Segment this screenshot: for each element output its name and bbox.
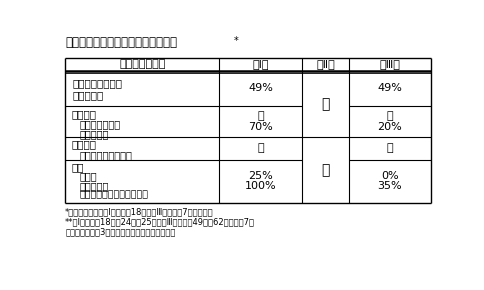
Text: 49%: 49% bbox=[378, 83, 402, 93]
Text: 第Ⅱ期: 第Ⅱ期 bbox=[316, 59, 335, 69]
Text: 祝儀提供者: 祝儀提供者 bbox=[79, 130, 108, 139]
Text: 100%: 100% bbox=[245, 181, 277, 191]
Text: 表３　小正月行事の伝承基盤の変化: 表３ 小正月行事の伝承基盤の変化 bbox=[65, 36, 177, 49]
Text: の、それぞれ3ヵ年の演者名簿を参考にした。: の、それぞれ3ヵ年の演者名簿を参考にした。 bbox=[65, 227, 176, 236]
Text: 門付け: 門付け bbox=[79, 171, 97, 182]
Text: 有: 有 bbox=[257, 143, 264, 153]
Text: 中: 中 bbox=[321, 97, 330, 111]
Text: 労力提供: 労力提供 bbox=[71, 139, 96, 150]
Text: 庭元（世話役）制度: 庭元（世話役）制度 bbox=[79, 150, 132, 160]
Text: 無: 無 bbox=[387, 111, 393, 121]
Text: 0%: 0% bbox=[381, 171, 399, 182]
Text: 「笠揃え」: 「笠揃え」 bbox=[79, 181, 108, 191]
Text: 25%: 25% bbox=[248, 171, 273, 182]
Text: 観客: 観客 bbox=[71, 162, 84, 172]
Text: **第Ⅰ期は昭和18年、24年、25年、第Ⅲ期は昭和49年、62年、平成7年: **第Ⅰ期は昭和18年、24年、25年、第Ⅲ期は昭和49年、62年、平成7年 bbox=[65, 217, 255, 226]
Text: 20%: 20% bbox=[378, 122, 402, 132]
Text: 第Ⅰ期: 第Ⅰ期 bbox=[253, 59, 269, 69]
Text: 各戸割当金制度: 各戸割当金制度 bbox=[79, 119, 120, 130]
Text: （田植踊りを楽しむ宴会）: （田植踊りを楽しむ宴会） bbox=[79, 191, 148, 200]
Text: 田植踊りの演者が: 田植踊りの演者が bbox=[73, 78, 123, 88]
Text: 70%: 70% bbox=[248, 122, 273, 132]
Text: 出ている家: 出ている家 bbox=[73, 90, 104, 100]
Text: 断: 断 bbox=[321, 163, 330, 177]
Text: 第Ⅲ期: 第Ⅲ期 bbox=[379, 59, 400, 69]
Text: 有: 有 bbox=[257, 111, 264, 121]
Text: 伝承基盤の内容: 伝承基盤の内容 bbox=[119, 59, 166, 69]
Text: *: * bbox=[234, 36, 239, 46]
Text: 49%: 49% bbox=[248, 83, 273, 93]
Text: 資金提供: 資金提供 bbox=[71, 109, 96, 119]
Text: 35%: 35% bbox=[378, 181, 402, 191]
Text: *数字はすべて、第Ⅰ期が昭和18年、第Ⅲ期が平成7年の概数。: *数字はすべて、第Ⅰ期が昭和18年、第Ⅲ期が平成7年の概数。 bbox=[65, 207, 214, 216]
Text: 無: 無 bbox=[387, 143, 393, 153]
